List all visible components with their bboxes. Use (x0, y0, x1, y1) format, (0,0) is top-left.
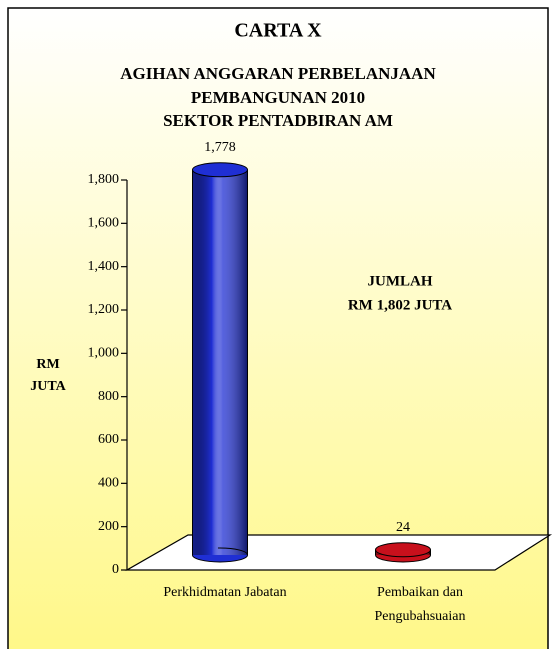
annotation: RM 1,802 JUTA (348, 297, 452, 313)
subtitle: PEMBANGUNAN 2010 (191, 88, 365, 107)
subtitle: AGIHAN ANGGARAN PERBELANJAAN (120, 64, 436, 83)
bar-shade (192, 169, 248, 555)
y-tick-label: 400 (98, 476, 119, 491)
value-label: 24 (396, 520, 410, 535)
y-tick-label: 600 (98, 432, 119, 447)
y-tick-label: 1,200 (88, 302, 120, 317)
floor (124, 534, 553, 571)
y-tick-label: 1,800 (88, 172, 120, 187)
bar-top (192, 162, 248, 178)
subtitle: SEKTOR PENTADBIRAN AM (163, 111, 393, 130)
y-tick-label: 1,600 (88, 216, 120, 231)
y-tick-label: 1,000 (88, 346, 120, 361)
chart-title: CARTA X (234, 20, 322, 42)
value-label: 1,778 (204, 140, 236, 155)
annotation: JUMLAH (368, 273, 433, 289)
y-tick-label: 1,400 (88, 259, 120, 274)
y-tick-label: 200 (98, 519, 119, 534)
x-tick-label: Perkhidmatan Jabatan (163, 585, 287, 600)
x-tick-label: Pembaikan dan Pengubahsuaian (374, 585, 466, 624)
y-tick-label: 800 (98, 389, 119, 404)
y-tick-label: 0 (112, 562, 119, 577)
y-axis-label: RM JUTA (30, 357, 66, 394)
bar-top (375, 542, 431, 558)
